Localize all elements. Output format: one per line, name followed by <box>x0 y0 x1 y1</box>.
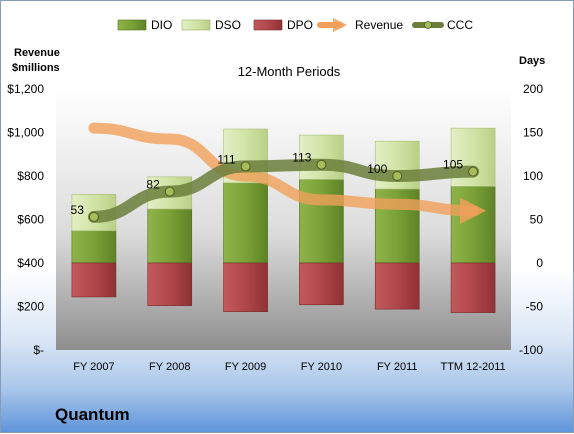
legend-label-dpo: DPO <box>287 18 313 32</box>
right-tick-label: 200 <box>523 82 543 96</box>
ccc-point <box>468 166 479 177</box>
category-labels: FY 2007 FY 2008 FY 2009 FY 2010 FY 2011 TTM 1… <box>73 361 505 373</box>
legend-label-revenue: Revenue <box>355 18 403 32</box>
right-axis-ticks: -100 -50 0 50 100 150 200 <box>519 82 543 357</box>
bar-dio <box>450 186 496 264</box>
bar-dpo <box>71 262 117 298</box>
bar-dpo <box>450 262 496 313</box>
bar-dio <box>71 230 117 264</box>
legend-item-ccc: CCC <box>412 18 473 32</box>
lines: 53 82 111 113 100 105 <box>71 122 487 224</box>
ccc-point <box>164 186 175 197</box>
right-axis-label: Days <box>519 55 545 67</box>
right-tick-label: -100 <box>519 343 543 357</box>
company-name: Quantum <box>55 405 130 424</box>
left-axis-label-line1: Revenue <box>14 47 60 59</box>
bar-dio <box>299 179 344 264</box>
ccc-point <box>240 161 251 172</box>
category-label: FY 2011 <box>377 361 418 373</box>
ccc-data-label: 113 <box>292 151 311 165</box>
left-axis-ticks: $- $200 $400 $600 $800 $1,000 $1,200 <box>7 82 44 357</box>
bar-dio <box>147 208 193 264</box>
ccc-data-label: 53 <box>71 203 85 217</box>
bar-dpo <box>223 262 268 313</box>
legend-marker-ccc <box>424 21 432 29</box>
category-label: FY 2007 <box>73 361 114 373</box>
left-axis-label-line2: $millions <box>12 62 60 74</box>
legend-label-ccc: CCC <box>447 18 473 32</box>
category-label: FY 2010 <box>301 361 342 373</box>
left-tick-label: $1,000 <box>7 126 44 140</box>
left-tick-label: $600 <box>17 213 44 227</box>
right-tick-label: 100 <box>523 169 543 183</box>
bar-dso <box>299 134 344 180</box>
legend-swatch-dpo <box>253 19 283 31</box>
ccc-point <box>392 171 403 181</box>
right-tick-label: 150 <box>523 126 543 140</box>
chart-title: 12-Month Periods <box>238 64 341 79</box>
ccc-point <box>88 211 99 222</box>
legend-label-dso: DSO <box>215 18 241 32</box>
legend-item-dpo: DPO <box>253 18 313 32</box>
left-tick-label: $- <box>33 343 44 357</box>
legend-swatch-dio <box>117 19 147 31</box>
ccc-data-label: 111 <box>217 152 236 166</box>
bar-dpo <box>299 262 344 306</box>
bar-dio <box>223 182 268 264</box>
category-label: FY 2008 <box>149 361 190 373</box>
ccc-data-label: 100 <box>367 162 387 176</box>
ccc-data-label: 82 <box>146 178 160 192</box>
ccc-data-label: 105 <box>443 158 463 172</box>
right-tick-label: -50 <box>526 300 544 314</box>
left-tick-label: $1,200 <box>7 82 44 96</box>
right-tick-label: 0 <box>536 256 543 270</box>
legend-item-dso: DSO <box>181 18 241 32</box>
revenue-line <box>88 122 487 224</box>
bar-dpo <box>147 262 193 306</box>
legend-item-revenue: Revenue <box>317 17 403 33</box>
bar-dpo <box>374 262 420 310</box>
category-label: FY 2009 <box>225 361 266 373</box>
legend-item-dio: DIO <box>117 18 172 32</box>
legend: DIO DSO DPO Revenue CCC <box>117 17 473 33</box>
category-label: TTM 12-2011 <box>440 361 505 373</box>
left-tick-label: $800 <box>17 169 44 183</box>
left-tick-label: $400 <box>17 256 44 270</box>
legend-swatch-dso <box>181 19 211 31</box>
left-tick-label: $200 <box>17 300 44 314</box>
ccc-point <box>316 159 327 170</box>
legend-label-dio: DIO <box>151 18 172 32</box>
right-tick-label: 50 <box>530 213 544 227</box>
